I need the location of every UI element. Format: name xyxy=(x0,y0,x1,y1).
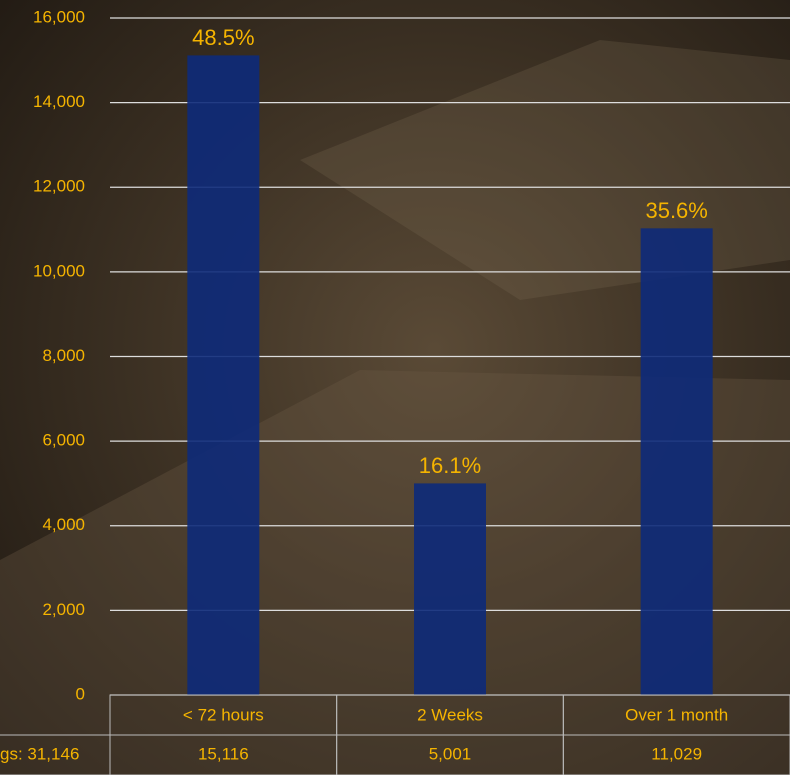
value-label: 5,001 xyxy=(429,744,472,763)
y-tick-label: 8,000 xyxy=(42,346,85,365)
x-tick-label: < 72 hours xyxy=(183,705,264,724)
bar xyxy=(414,483,486,695)
value-label: 11,029 xyxy=(651,744,702,763)
bar xyxy=(640,228,713,695)
value-label: 15,116 xyxy=(198,744,249,763)
x-tick-label: Over 1 month xyxy=(625,705,728,724)
x-tick-label: 2 Weeks xyxy=(417,705,483,724)
y-tick-label: 2,000 xyxy=(42,600,85,619)
bar xyxy=(187,55,260,696)
y-tick-label: 4,000 xyxy=(42,515,85,534)
data-label: 35.6% xyxy=(645,198,707,223)
y-tick-label: 16,000 xyxy=(33,7,85,26)
y-tick-label: 6,000 xyxy=(42,431,85,450)
data-label: 16.1% xyxy=(419,453,481,478)
data-label: 48.5% xyxy=(192,25,254,50)
y-tick-label: 12,000 xyxy=(33,177,85,196)
y-tick-label: 0 xyxy=(76,684,85,703)
y-tick-label: 10,000 xyxy=(33,261,85,280)
table-row-label: gs: 31,146 xyxy=(0,744,79,763)
y-tick-label: 14,000 xyxy=(33,92,85,111)
